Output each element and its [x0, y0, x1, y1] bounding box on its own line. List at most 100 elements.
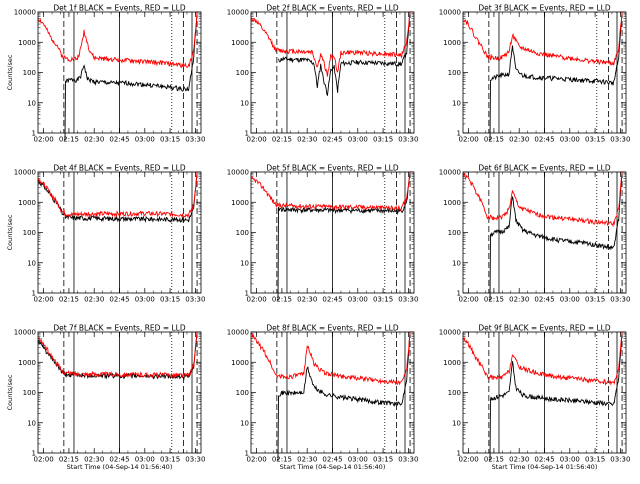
x-tick-label: 02:30 [297, 456, 317, 464]
x-tick-label: 03:00 [135, 296, 155, 304]
y-tick-label: 10 [452, 419, 461, 427]
chart-panel-8: Det 8f BLACK = Events, RED = LLD 1 10 100 10… [227, 324, 419, 472]
x-tick-label: 02:45 [534, 296, 554, 304]
x-tick-label: 03:15 [160, 296, 180, 304]
x-tick-label: 02:15 [484, 296, 504, 304]
y-tick-label: 10 [27, 99, 36, 107]
x-tick-label: 02:45 [322, 456, 342, 464]
x-tick-label: 02:00 [459, 136, 479, 144]
events-series-line [488, 331, 623, 461]
x-tick-label: 03:30 [610, 136, 630, 144]
x-tick-label: 03:00 [135, 456, 155, 464]
y-tick-label: 10 [452, 259, 461, 267]
x-tick-label: 03:30 [185, 136, 205, 144]
x-tick-label: 03:00 [560, 456, 580, 464]
y-tick-label: 100 [448, 69, 461, 77]
lld-series-line [38, 11, 198, 69]
x-tick-label: 02:15 [272, 456, 292, 464]
chart-panel-9: Det 9f BLACK = Events, RED = LLD 1 10 100 10… [439, 324, 631, 472]
x-axis-label: Start Time (04-Sep-14 01:56:40) [280, 463, 386, 471]
y-tick-label: 100 [23, 69, 36, 77]
x-tick-label: 03:00 [348, 296, 368, 304]
lld-series-line [251, 171, 411, 213]
x-tick-label: 02:45 [109, 456, 129, 464]
lld-series-line [38, 171, 198, 219]
x-tick-label: 03:30 [398, 136, 418, 144]
y-tick-label: 10000 [227, 329, 249, 337]
x-tick-label: 03:30 [398, 456, 418, 464]
y-tick-label: 100 [448, 229, 461, 237]
y-tick-label: 1000 [443, 359, 461, 367]
x-tick-label: 03:00 [348, 456, 368, 464]
y-tick-label: 10000 [14, 169, 36, 177]
x-tick-label: 02:30 [297, 136, 317, 144]
x-tick-label: 03:15 [585, 456, 605, 464]
y-tick-label: 10000 [439, 329, 461, 337]
x-tick-label: 03:00 [135, 136, 155, 144]
y-tick-label: 1 [32, 130, 36, 138]
y-tick-label: 100 [23, 389, 36, 397]
x-tick-label: 02:30 [84, 136, 104, 144]
lld-series-line [251, 11, 411, 77]
x-axis-label: Start Time (04-Sep-14 01:56:40) [67, 463, 173, 471]
x-tick-label: 03:00 [560, 296, 580, 304]
x-tick-label: 02:45 [109, 136, 129, 144]
x-tick-label: 02:45 [534, 136, 554, 144]
x-tick-label: 03:30 [610, 456, 630, 464]
y-tick-label: 1000 [231, 359, 249, 367]
y-tick-label: 100 [236, 229, 249, 237]
x-axis-label: Start Time (04-Sep-14 01:56:40) [492, 463, 598, 471]
chart-title: Det 9f BLACK = Events, RED = LLD [478, 324, 611, 333]
y-axis-label: Counts/sec [6, 54, 14, 90]
lld-series-line [463, 11, 623, 66]
y-tick-label: 100 [236, 389, 249, 397]
lld-series-line [463, 171, 623, 228]
events-series-line [488, 11, 623, 141]
chart-panel-3: Det 3f BLACK = Events, RED = LLD 1 10 100 10… [439, 4, 631, 144]
y-tick-label: 100 [236, 69, 249, 77]
y-tick-label: 1 [245, 130, 249, 138]
x-tick-label: 02:15 [484, 136, 504, 144]
x-tick-label: 02:30 [297, 296, 317, 304]
x-tick-label: 03:30 [610, 296, 630, 304]
lld-series-line [463, 331, 623, 386]
x-tick-label: 03:15 [373, 456, 393, 464]
y-tick-label: 10 [240, 419, 249, 427]
y-tick-label: 10 [27, 259, 36, 267]
events-series-line [278, 11, 411, 96]
x-tick-label: 02:15 [272, 296, 292, 304]
chart-title: Det 6f BLACK = Events, RED = LLD [478, 164, 611, 173]
chart-title: Det 5f BLACK = Events, RED = LLD [266, 164, 399, 173]
x-tick-label: 02:00 [459, 456, 479, 464]
x-tick-label: 03:15 [160, 136, 180, 144]
chart-panel-5: Det 5f BLACK = Events, RED = LLD 1 10 100 10… [227, 164, 419, 304]
x-tick-label: 03:15 [373, 136, 393, 144]
y-tick-label: 10 [27, 419, 36, 427]
y-tick-label: 10 [240, 99, 249, 107]
y-tick-label: 1 [32, 450, 36, 458]
x-tick-label: 02:30 [509, 456, 529, 464]
x-tick-label: 02:15 [484, 456, 504, 464]
y-tick-label: 10 [452, 99, 461, 107]
x-tick-label: 02:30 [509, 296, 529, 304]
x-tick-label: 02:00 [247, 296, 267, 304]
y-tick-label: 1000 [443, 199, 461, 207]
lld-series-line [251, 331, 411, 386]
x-tick-label: 02:45 [109, 296, 129, 304]
y-tick-label: 10000 [439, 9, 461, 17]
chart-title: Det 4f BLACK = Events, RED = LLD [53, 164, 186, 173]
y-tick-label: 1000 [18, 199, 36, 207]
y-tick-label: 10 [240, 259, 249, 267]
x-tick-label: 02:45 [534, 456, 554, 464]
y-tick-label: 100 [448, 389, 461, 397]
x-tick-label: 02:15 [272, 136, 292, 144]
chart-panel-4: Det 4f BLACK = Events, RED = LLD 1 10 100 10… [6, 164, 205, 304]
events-series-line [63, 11, 198, 141]
y-tick-label: 1 [245, 450, 249, 458]
y-tick-label: 1 [245, 290, 249, 298]
x-tick-label: 02:45 [322, 136, 342, 144]
events-series-line [488, 171, 623, 301]
x-tick-label: 03:30 [185, 456, 205, 464]
